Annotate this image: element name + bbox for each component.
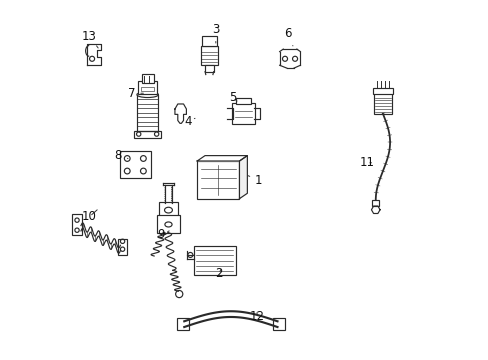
FancyBboxPatch shape — [273, 319, 284, 330]
Ellipse shape — [137, 92, 158, 98]
FancyBboxPatch shape — [138, 81, 157, 94]
Polygon shape — [197, 156, 247, 161]
FancyBboxPatch shape — [159, 202, 178, 219]
Text: 3: 3 — [212, 23, 219, 43]
Polygon shape — [239, 156, 247, 199]
Bar — [197, 161, 239, 199]
Bar — [201, 45, 218, 65]
FancyBboxPatch shape — [118, 239, 127, 255]
Bar — [193, 246, 235, 275]
Bar — [373, 92, 391, 114]
FancyBboxPatch shape — [157, 215, 179, 233]
FancyBboxPatch shape — [231, 103, 254, 124]
Text: 7: 7 — [127, 87, 143, 100]
Text: 8: 8 — [114, 149, 128, 162]
Text: 10: 10 — [82, 210, 97, 223]
Bar — [235, 98, 250, 104]
Text: 12: 12 — [249, 310, 264, 324]
Bar — [204, 65, 213, 72]
Bar — [141, 87, 154, 91]
FancyBboxPatch shape — [202, 36, 216, 46]
Text: 1: 1 — [247, 174, 262, 186]
Text: 2: 2 — [215, 267, 222, 280]
Bar — [371, 200, 379, 206]
Text: 5: 5 — [229, 91, 237, 104]
Circle shape — [175, 291, 183, 298]
FancyBboxPatch shape — [177, 319, 188, 330]
Text: 13: 13 — [82, 30, 98, 48]
Ellipse shape — [164, 222, 172, 227]
Text: 4: 4 — [183, 116, 195, 129]
FancyBboxPatch shape — [120, 151, 150, 178]
Bar — [134, 131, 161, 138]
Text: 6: 6 — [283, 27, 292, 46]
Bar — [372, 88, 392, 94]
Text: 9: 9 — [157, 228, 169, 241]
FancyBboxPatch shape — [142, 74, 153, 83]
FancyBboxPatch shape — [72, 214, 81, 235]
Ellipse shape — [164, 207, 172, 213]
Text: 11: 11 — [359, 156, 374, 169]
